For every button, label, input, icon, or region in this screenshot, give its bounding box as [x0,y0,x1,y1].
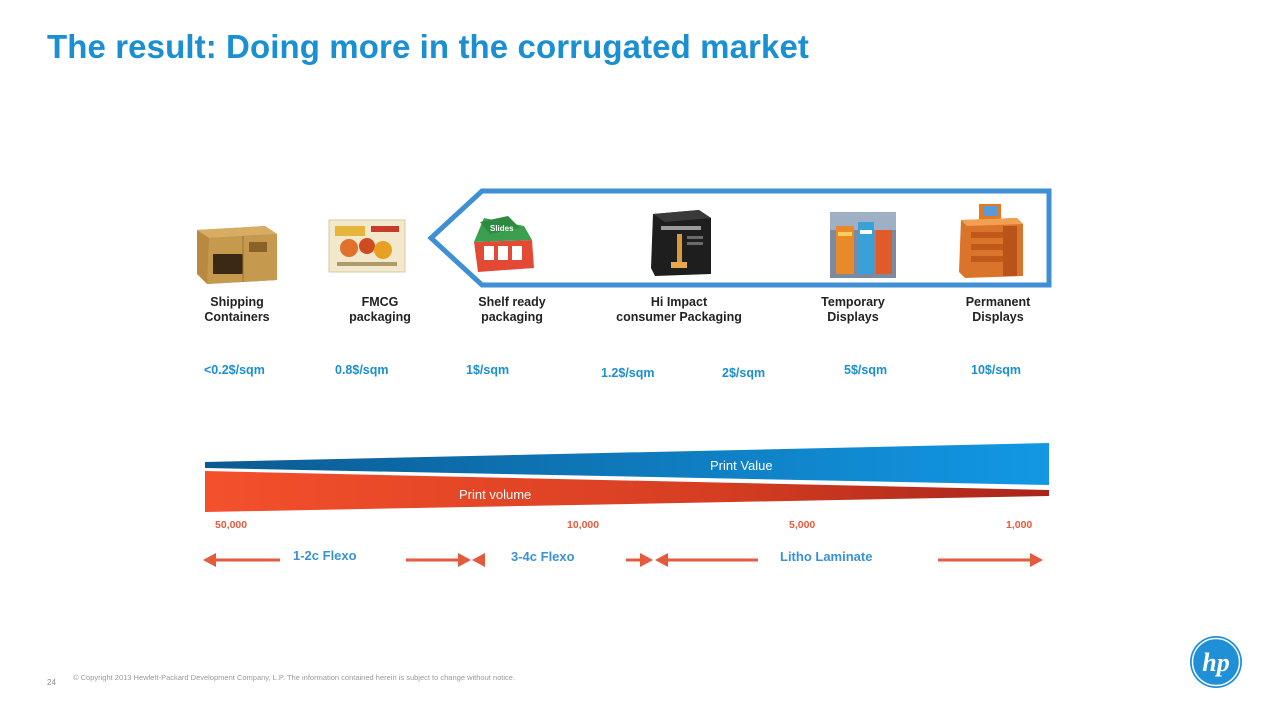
product-label-line: Displays [972,310,1024,324]
price-label: 10$/sqm [971,363,1022,377]
product-label: Shipping Containers [162,295,312,325]
print-volume-label: Print volume [459,487,532,502]
page-title: The result: Doing more in the corrugated… [47,28,809,65]
print-value-label: Print Value [710,458,773,473]
arrow-left-icon [203,553,216,567]
price-label: 1$/sqm [466,363,510,377]
arrow-left-icon [655,553,668,567]
product-label-line: Permanent [965,295,1031,309]
arrow-right-icon [458,553,471,567]
product-label: Shelf ready packaging [437,295,587,325]
arrow-right-icon [640,553,653,567]
product-label-line: Shelf ready [478,295,546,309]
price-label: 1.2$/sqm [601,366,655,380]
product-label-line: FMCG [361,295,399,309]
product-label: Temporary Displays [778,295,928,325]
volume-label: 10,000 [567,519,600,531]
volume-label: 5,000 [789,519,816,531]
product-label-line: packaging [481,310,543,324]
volume-label: 50,000 [215,519,248,531]
svg-text:Slides: Slides [490,224,514,233]
product-label-line: consumer Packaging [616,310,742,324]
consumer-box-icon [651,210,711,276]
technology-label: Litho Laminate [780,549,873,564]
product-label-line: Containers [204,310,270,324]
product-label-line: Displays [827,310,879,324]
copyright-notice: © Copyright 2013 Hewlett-Packard Develop… [73,673,516,682]
hp-logo: hp [1190,636,1242,688]
technology-label: 1-2c Flexo [293,548,357,563]
fmcg-package-icon [328,219,406,273]
price-label: <0.2$/sqm [204,363,265,377]
volume-label: 1,000 [1006,519,1033,531]
product-label: Hi Impact consumer Packaging [604,295,754,325]
arrow-right-icon [1030,553,1043,567]
price-label: 5$/sqm [844,363,888,377]
product-label: Permanent Displays [923,295,1073,325]
arrow-left-icon [472,553,485,567]
product-label-line: packaging [349,310,411,324]
print-value-wedge [205,443,1049,485]
page-number: 24 [47,678,56,687]
permanent-display-icon [959,204,1023,278]
product-label-line: Shipping [210,295,264,309]
product-label-line: Temporary [821,295,885,309]
product-label-line: Hi Impact [650,295,708,309]
shipping-box-icon [197,226,277,284]
hp-logo-text: hp [1202,648,1229,677]
product-label: FMCG packaging [305,295,455,325]
price-label: 2$/sqm [722,366,766,380]
temporary-display-icon [830,212,896,278]
technology-label: 3-4c Flexo [511,549,575,564]
shelf-ready-tray-icon: Slides [474,216,534,272]
price-label: 0.8$/sqm [335,363,389,377]
print-volume-wedge [205,471,1049,512]
